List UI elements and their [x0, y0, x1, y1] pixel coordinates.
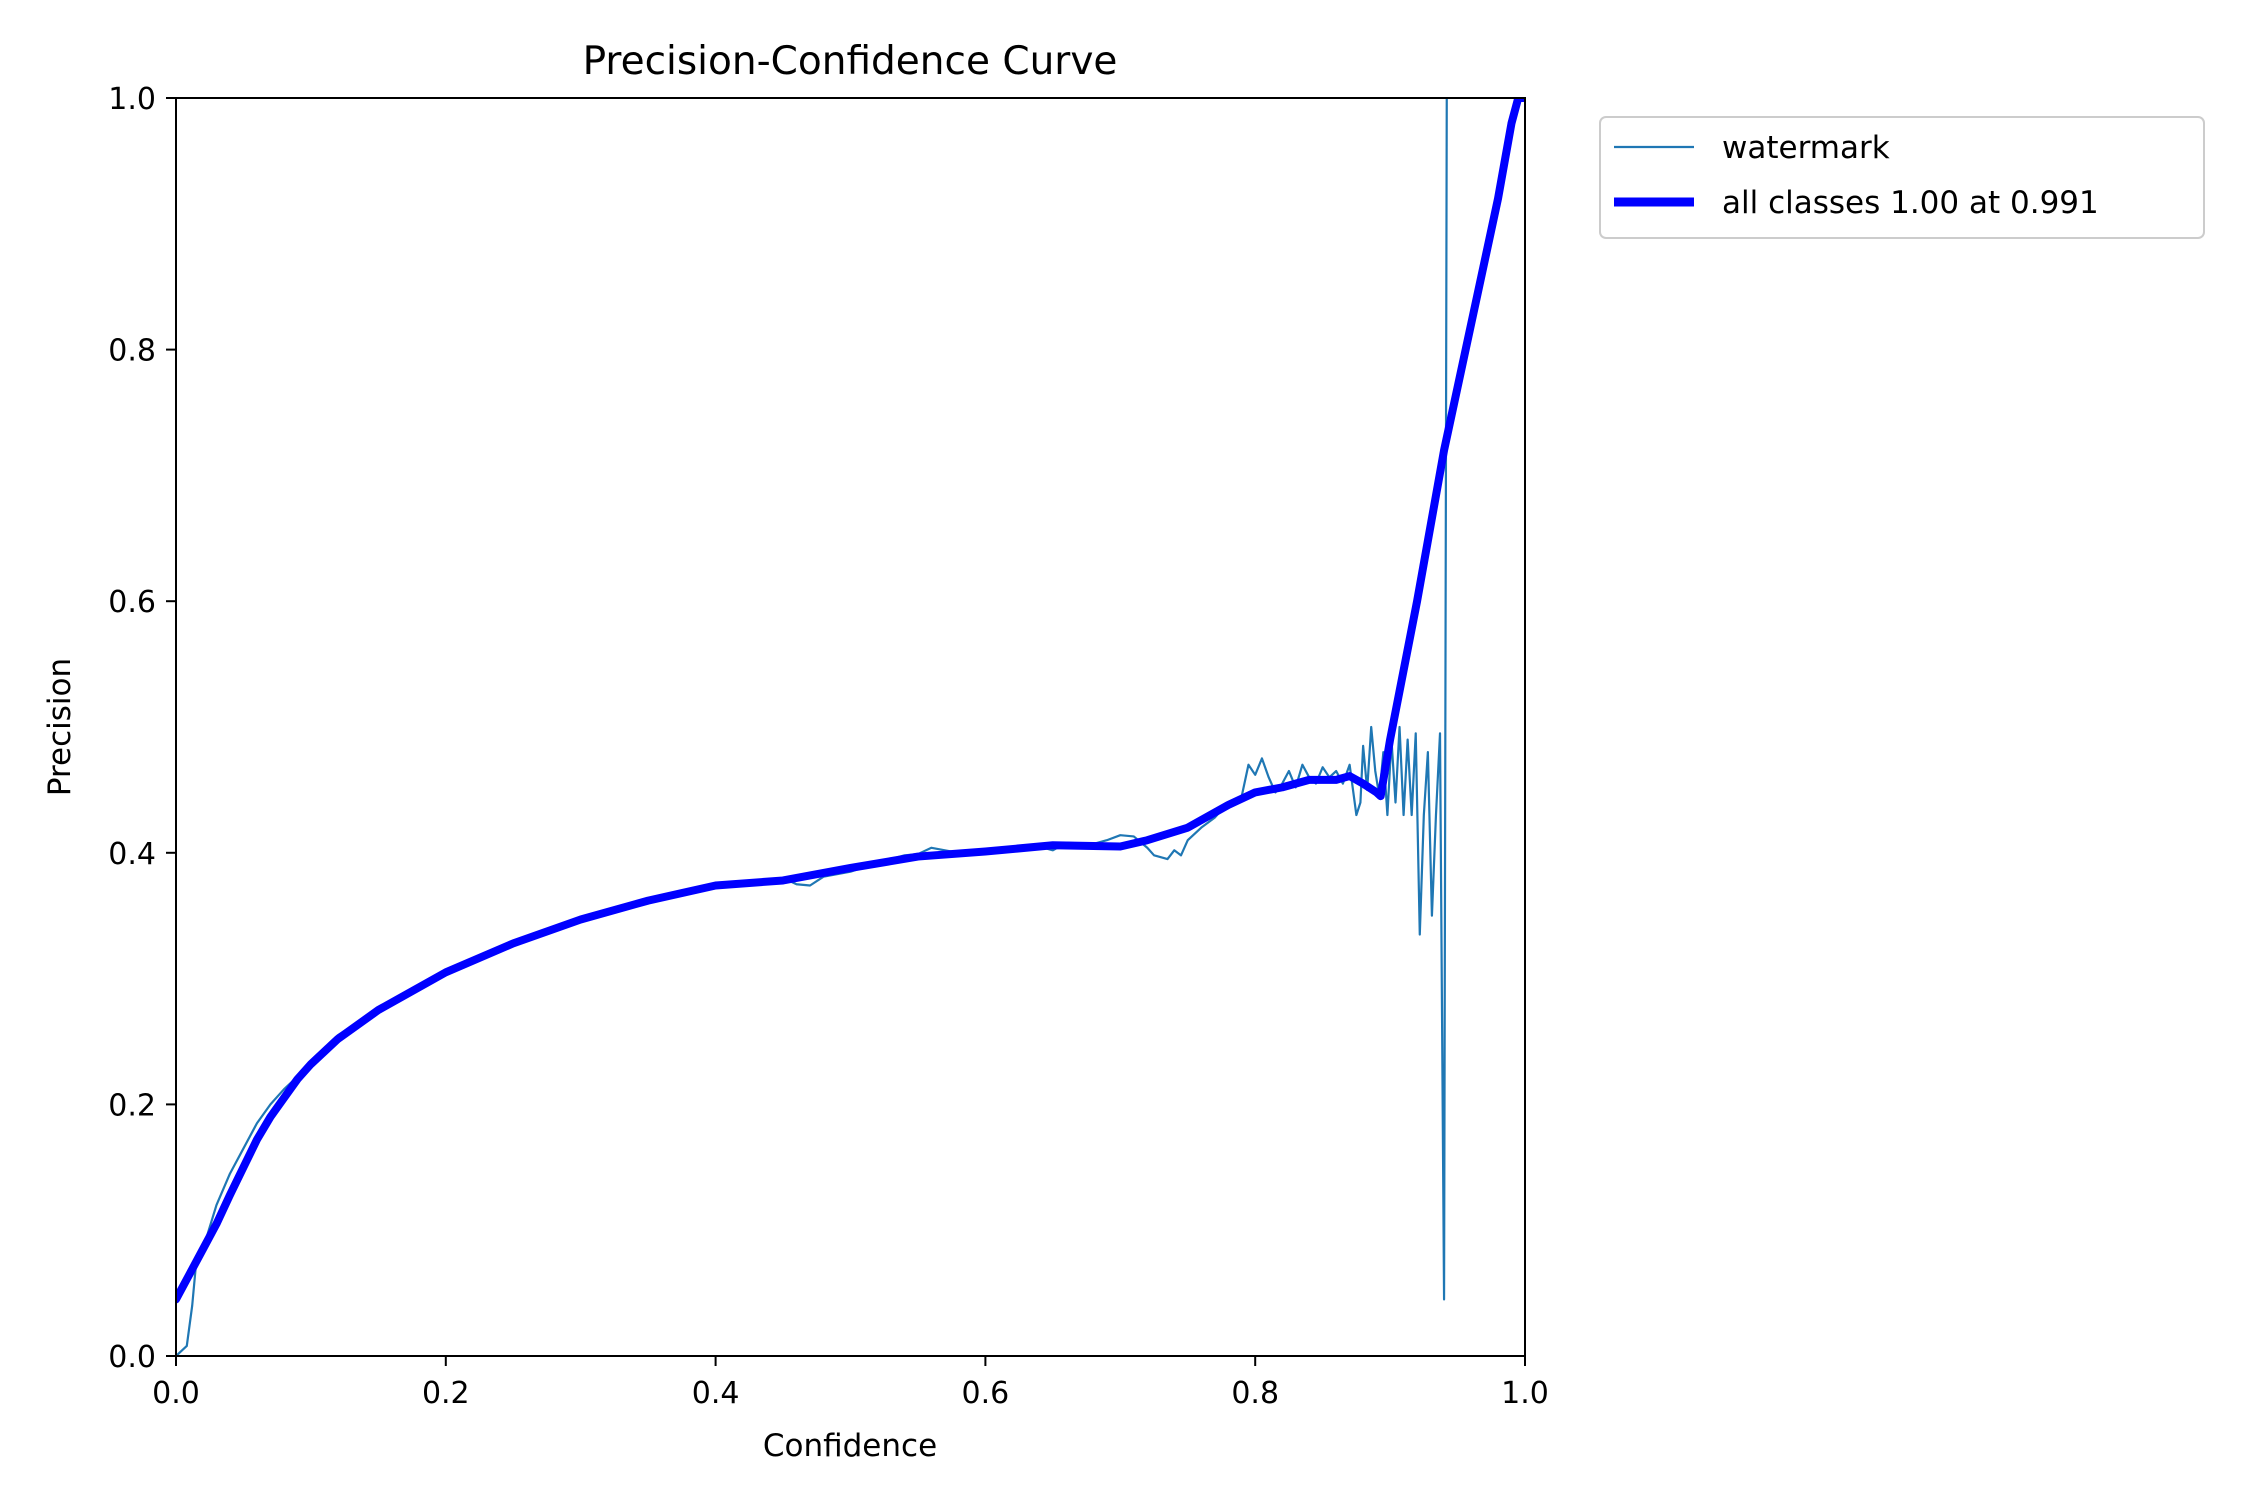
y-tick-label: 0.2	[108, 1088, 156, 1123]
legend-label-watermark: watermark	[1722, 130, 1890, 166]
x-tick-label: 0.2	[422, 1376, 470, 1411]
x-axis-label: Confidence	[763, 1428, 937, 1464]
y-tick-label: 0.0	[108, 1340, 156, 1375]
y-tick-label: 0.4	[108, 837, 156, 872]
y-tick-label: 0.8	[108, 334, 156, 369]
y-tick-label: 1.0	[108, 82, 156, 117]
legend-label-all-classes: all classes 1.00 at 0.991	[1722, 185, 2099, 221]
legend: watermark all classes 1.00 at 0.991	[1599, 116, 2205, 239]
axes-frame	[175, 97, 1526, 1357]
y-axis-label: Precision	[42, 658, 78, 796]
x-tick-label: 0.0	[152, 1376, 200, 1411]
series-line-all-classes	[176, 98, 1525, 1304]
y-tick-label: 0.6	[108, 585, 156, 620]
plot-area	[175, 97, 1526, 1357]
series-layer	[176, 98, 1525, 1356]
x-axis: 0.0 0.2 0.4 0.6 0.8 1.0	[152, 1356, 1549, 1411]
x-tick-label: 0.8	[1231, 1376, 1279, 1411]
x-tick-label: 1.0	[1501, 1376, 1549, 1411]
x-tick-label: 0.6	[962, 1376, 1010, 1411]
x-tick-label: 0.4	[692, 1376, 740, 1411]
y-axis: 0.0 0.2 0.4 0.6 0.8 1.0	[108, 82, 176, 1375]
chart-title: Precision-Confidence Curve	[583, 39, 1118, 84]
legend-box	[1599, 116, 2205, 239]
